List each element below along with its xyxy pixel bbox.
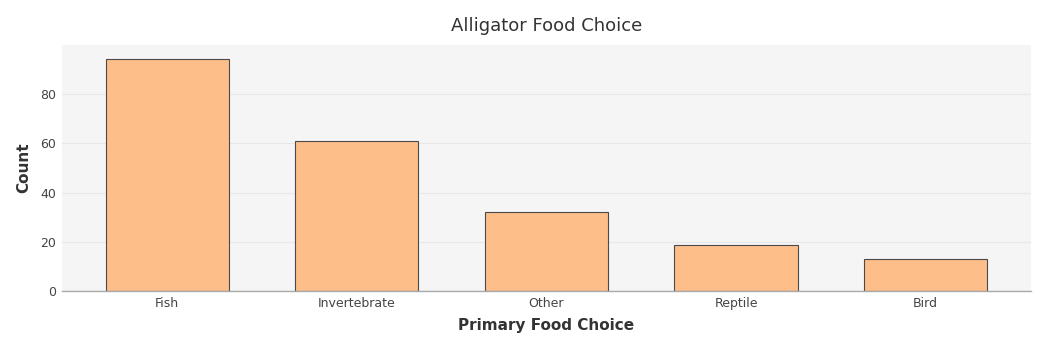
Bar bbox=[106, 60, 228, 292]
Bar bbox=[675, 245, 798, 292]
X-axis label: Primary Food Choice: Primary Food Choice bbox=[458, 318, 634, 333]
Title: Alligator Food Choice: Alligator Food Choice bbox=[451, 17, 642, 35]
Bar bbox=[485, 212, 608, 292]
Y-axis label: Count: Count bbox=[17, 143, 31, 193]
Bar bbox=[864, 259, 987, 292]
Bar bbox=[296, 141, 418, 292]
